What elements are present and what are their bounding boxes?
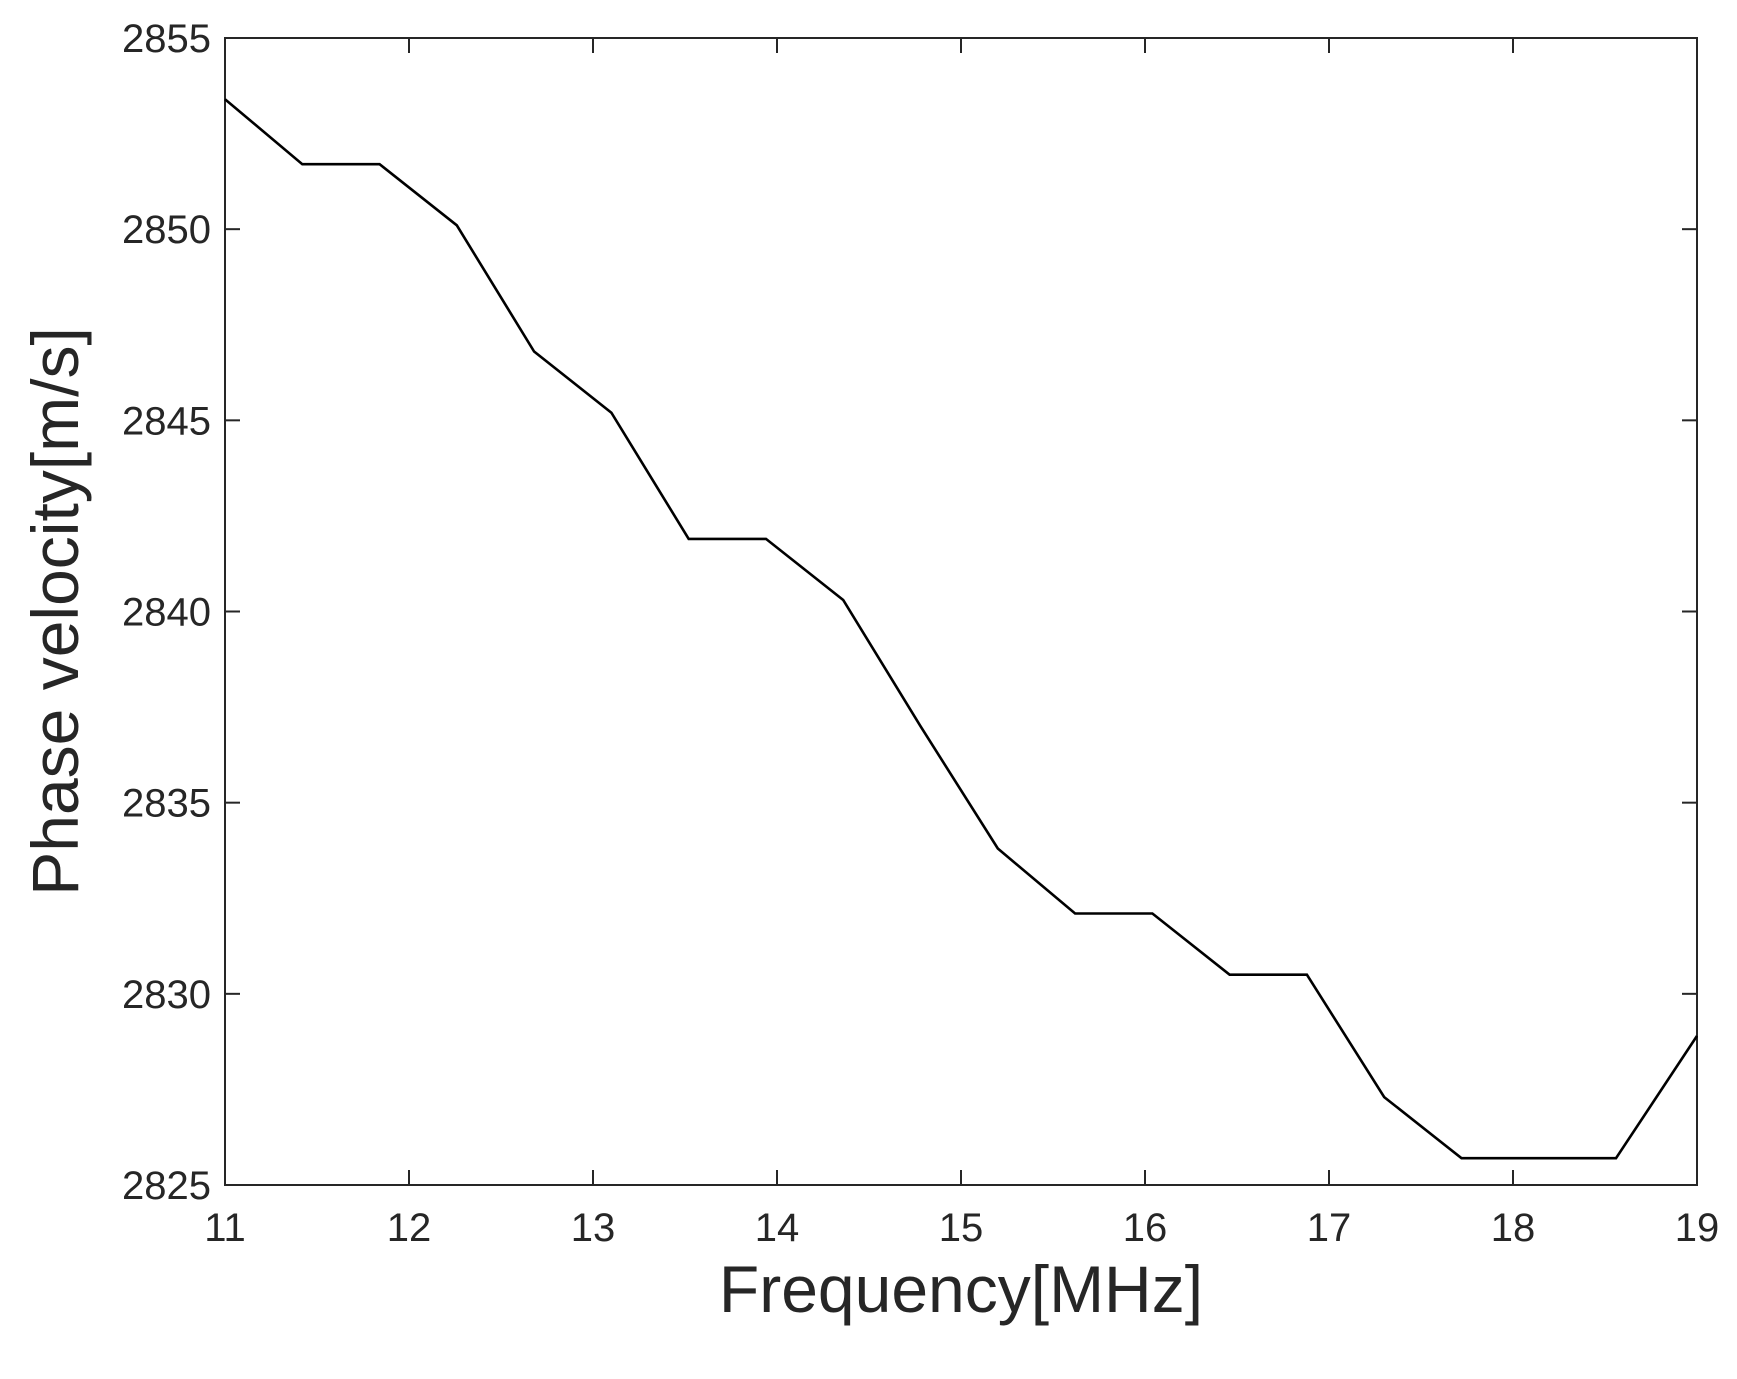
series-layer bbox=[224, 98, 1699, 1160]
x-tick-label: 11 bbox=[204, 1206, 246, 1250]
x-tick-label: 19 bbox=[1675, 1206, 1720, 1250]
x-axis-ticks: 11 12 13 14 15 16 17 18 19 bbox=[204, 38, 1719, 1250]
x-tick-label: 17 bbox=[1307, 1206, 1352, 1250]
x-tick-label: 12 bbox=[387, 1206, 432, 1250]
x-tick-label: 15 bbox=[939, 1206, 984, 1250]
y-axis-label: Phase velocity[m/s] bbox=[18, 327, 92, 896]
y-tick-label: 2835 bbox=[122, 782, 211, 826]
series-line bbox=[224, 98, 1699, 1160]
y-tick-label: 2850 bbox=[122, 208, 211, 252]
x-tick-label: 14 bbox=[755, 1206, 800, 1250]
y-tick-label: 2855 bbox=[122, 17, 211, 61]
y-axis-ticks: 2825 2830 2835 2840 2845 2850 2855 bbox=[122, 17, 1697, 1208]
x-axis-label: Frequency[MHz] bbox=[719, 1252, 1203, 1326]
x-tick-label: 18 bbox=[1491, 1206, 1536, 1250]
y-tick-label: 2825 bbox=[122, 1164, 211, 1208]
y-tick-label: 2840 bbox=[122, 591, 211, 635]
x-tick-label: 16 bbox=[1123, 1206, 1168, 1250]
plot-frame bbox=[224, 37, 1698, 1186]
y-tick-label: 2845 bbox=[122, 399, 211, 443]
x-tick-label: 13 bbox=[571, 1206, 616, 1250]
y-tick-label: 2830 bbox=[122, 973, 211, 1017]
plot-area bbox=[224, 37, 1698, 1186]
